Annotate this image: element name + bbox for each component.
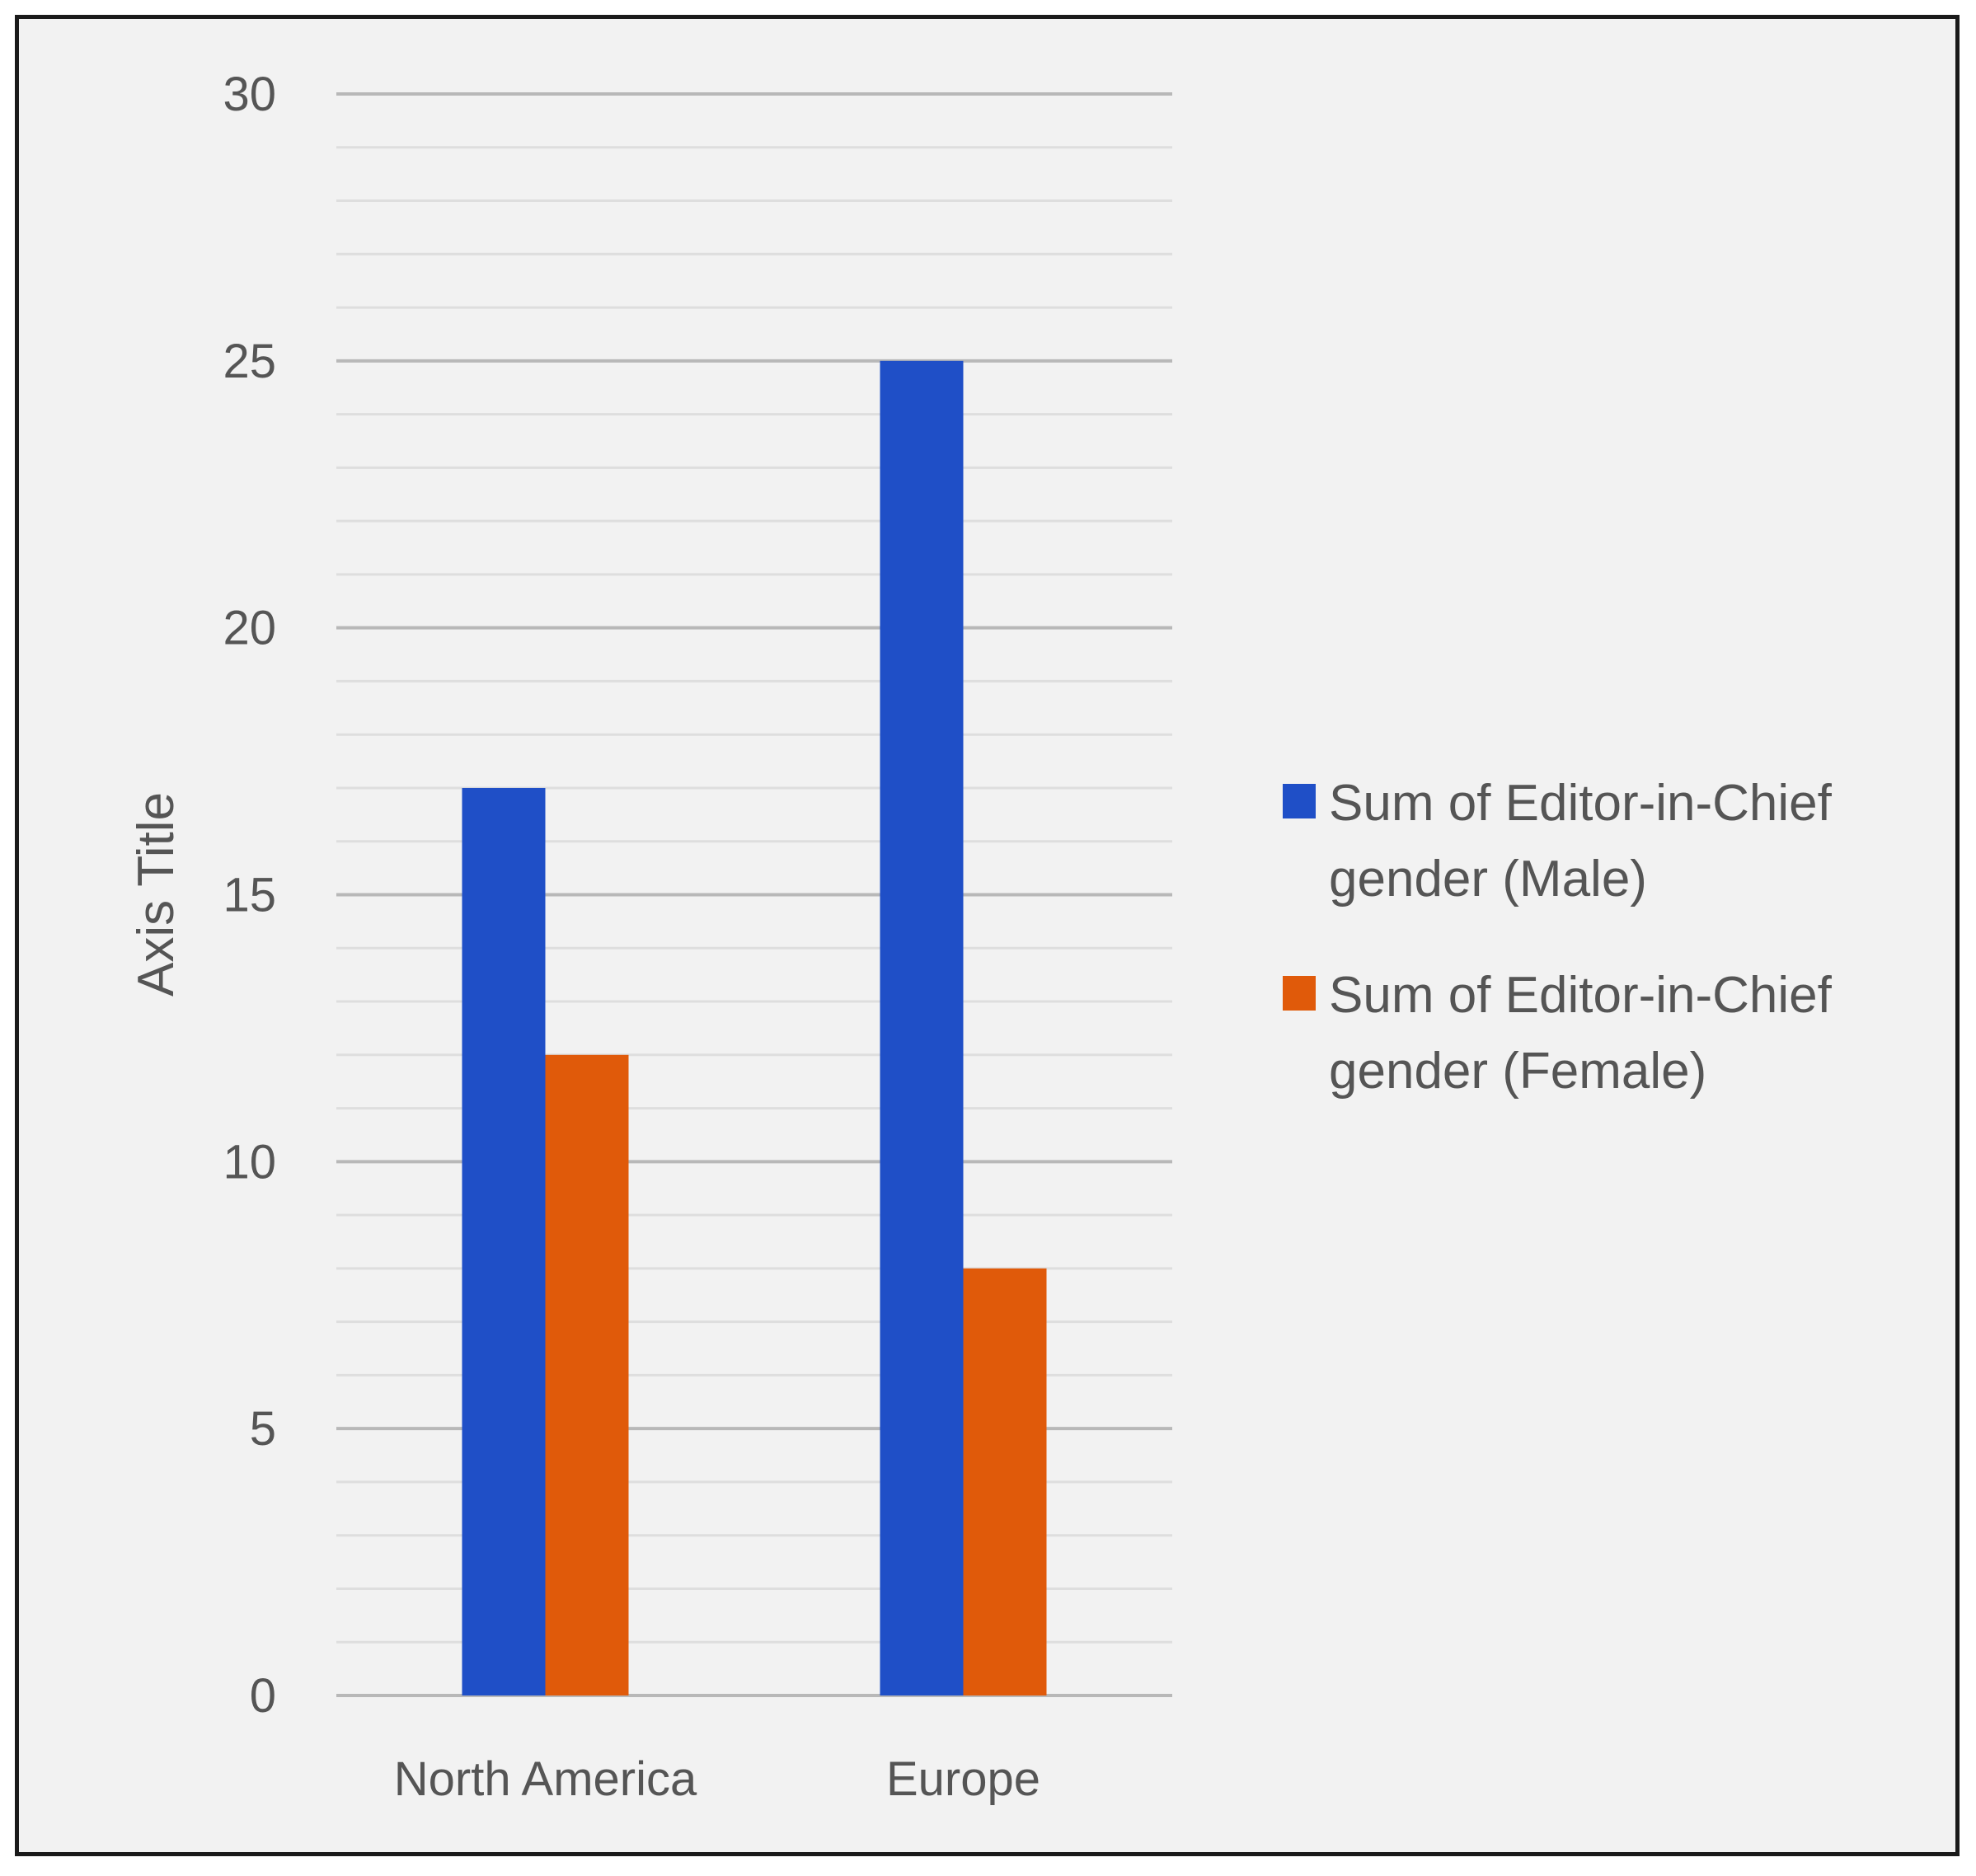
y-axis-title: Axis Title xyxy=(128,792,185,997)
legend-swatch xyxy=(1283,976,1316,1011)
legend-label: Sum of Editor-in-Chief xyxy=(1329,775,1833,832)
y-tick-label: 15 xyxy=(223,869,276,922)
y-tick-label: 20 xyxy=(223,602,276,655)
y-tick-label: 0 xyxy=(250,1669,276,1723)
x-tick-label: Europe xyxy=(886,1752,1040,1806)
y-tick-label: 25 xyxy=(223,335,276,388)
legend: Sum of Editor-in-Chief gender (Male) Sum o… xyxy=(1283,775,1833,1100)
legend-label: gender (Male) xyxy=(1329,851,1647,908)
bars xyxy=(462,360,1047,1695)
x-tick-label: North America xyxy=(394,1752,697,1806)
legend-label: gender (Female) xyxy=(1329,1043,1706,1100)
bar-male-europe xyxy=(880,360,964,1695)
gridlines xyxy=(336,92,1172,1697)
bar-female-north-america xyxy=(545,1054,629,1695)
y-axis-ticks: 0 5 10 15 20 25 30 xyxy=(223,68,276,1723)
legend-swatch xyxy=(1283,784,1316,818)
x-axis-ticks: North America Europe xyxy=(394,1752,1040,1806)
bar-female-europe xyxy=(963,1268,1047,1695)
legend-label: Sum of Editor-in-Chief xyxy=(1329,967,1833,1024)
y-tick-label: 5 xyxy=(250,1402,276,1456)
y-tick-label: 10 xyxy=(223,1135,276,1189)
y-tick-label: 30 xyxy=(223,68,276,121)
bar-male-north-america xyxy=(462,787,546,1695)
